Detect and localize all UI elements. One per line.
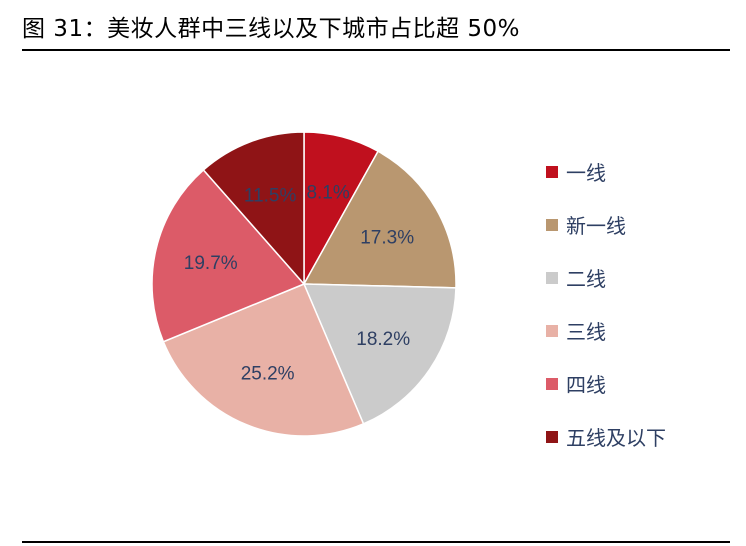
legend-label: 一线 [566,161,606,185]
legend-item-4: 四线 [546,357,666,410]
data-label-2: 18.2% [356,329,410,350]
chart-legend: 一线新一线二线三线四线五线及以下 [546,145,666,463]
data-label-0: 8.1% [306,182,349,203]
legend-item-5: 五线及以下 [546,410,666,463]
legend-label: 四线 [566,373,606,397]
legend-label: 二线 [566,267,606,291]
legend-swatch [546,165,558,178]
legend-item-1: 新一线 [546,198,666,251]
legend-item-0: 一线 [546,145,666,198]
legend-label: 五线及以下 [566,426,666,450]
pie-slice-4 [151,168,306,343]
pie-slice-5 [202,131,305,286]
legend-label: 三线 [566,320,606,344]
legend-swatch [546,218,558,231]
pie-slice-1 [302,150,457,289]
legend-swatch [546,271,558,284]
legend-swatch [546,430,558,443]
data-label-3: 25.2% [241,364,295,385]
legend-item-2: 二线 [546,251,666,304]
top-rule [22,49,730,51]
bottom-rule [22,541,730,543]
data-label-5: 11.5% [244,185,297,206]
pie-slice-2 [302,283,457,425]
legend-label: 新一线 [566,214,626,238]
data-label-4: 19.7% [184,253,238,274]
legend-swatch [546,324,558,337]
legend-item-3: 三线 [546,304,666,357]
data-label-1: 17.3% [360,228,414,249]
figure-title: 图 31：美妆人群中三线以及下城市占比超 50% [22,16,521,42]
legend-swatch [546,377,558,390]
